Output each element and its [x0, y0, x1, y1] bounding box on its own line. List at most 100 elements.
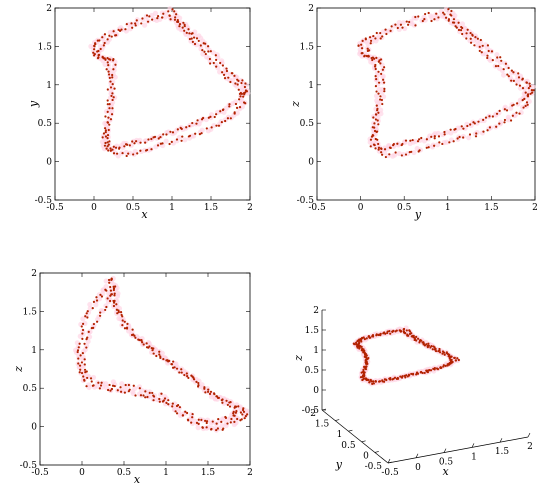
- data-point: [394, 23, 397, 26]
- data-point-glow: [128, 142, 134, 148]
- data-point: [437, 16, 440, 19]
- data-point: [140, 338, 143, 342]
- data-point: [110, 278, 113, 281]
- data-point: [160, 392, 163, 395]
- data-point: [523, 97, 526, 100]
- data-point: [355, 343, 358, 346]
- data-point: [375, 113, 378, 116]
- data-point: [430, 19, 433, 23]
- data-point: [123, 327, 127, 330]
- data-point: [106, 297, 109, 300]
- data-point: [357, 44, 360, 47]
- data-point: [142, 394, 145, 397]
- x-tick-label: 0: [415, 463, 421, 473]
- x-tick: [387, 458, 391, 464]
- data-point: [175, 412, 179, 415]
- data-point-glow: [421, 138, 428, 144]
- x-tick: [499, 438, 503, 443]
- x-tick: [527, 432, 531, 438]
- data-point: [167, 10, 170, 13]
- data-point: [108, 103, 111, 106]
- data-point: [444, 16, 448, 19]
- data-point: [109, 389, 112, 392]
- data-point: [156, 144, 160, 147]
- data-point: [141, 17, 144, 20]
- data-point: [201, 426, 204, 429]
- x-tick-label: 1.5: [204, 203, 219, 213]
- data-point: [87, 330, 90, 333]
- data-point: [216, 396, 220, 399]
- data-point: [124, 383, 127, 387]
- data-point: [191, 375, 194, 378]
- data-point-glow: [96, 292, 102, 298]
- data-point: [381, 102, 384, 106]
- data-point: [225, 67, 228, 70]
- data-point: [441, 350, 445, 353]
- data-point: [198, 132, 201, 136]
- data-point: [111, 73, 114, 77]
- data-point: [220, 399, 223, 402]
- data-point: [124, 143, 128, 146]
- data-point: [228, 405, 232, 408]
- data-point: [126, 322, 129, 326]
- data-point: [96, 320, 99, 323]
- data-point: [115, 152, 119, 155]
- data-point: [112, 285, 115, 288]
- data-point: [97, 54, 100, 57]
- data-point: [499, 56, 502, 59]
- data-point: [184, 410, 187, 413]
- data-point-glow: [99, 139, 106, 145]
- data-point: [142, 343, 145, 346]
- data-point: [200, 418, 203, 422]
- data-point: [406, 333, 409, 336]
- data-point-glow: [411, 149, 417, 156]
- data-point: [482, 118, 485, 122]
- data-point: [83, 342, 86, 345]
- data-point: [197, 418, 200, 421]
- data-point: [448, 141, 451, 144]
- data-point: [242, 410, 246, 413]
- data-point: [167, 403, 170, 406]
- data-point: [426, 344, 429, 348]
- data-point: [497, 64, 500, 68]
- data-point: [183, 29, 186, 32]
- data-point: [134, 336, 137, 339]
- y-tick-label: -0.5: [297, 196, 315, 206]
- data-point: [375, 334, 378, 337]
- data-point: [399, 375, 402, 378]
- data-point: [178, 23, 182, 26]
- data-point: [375, 56, 378, 59]
- data-point: [95, 296, 98, 299]
- data-point: [460, 125, 463, 128]
- panel-2: -0.5 0 0.5 1 1.5 2 -0.5 0 0.5 1 1.5 2 y z: [289, 4, 538, 221]
- data-point: [443, 353, 446, 356]
- data-point: [138, 338, 141, 342]
- data-point: [370, 56, 373, 60]
- data-point: [180, 127, 183, 131]
- data-point: [512, 79, 515, 82]
- data-point: [364, 38, 367, 41]
- data-point-glow: [391, 152, 398, 158]
- data-point: [222, 427, 225, 430]
- data-point: [170, 363, 174, 366]
- data-point: [209, 62, 212, 65]
- data-point: [239, 95, 242, 98]
- data-point: [241, 408, 245, 412]
- data-point: [486, 129, 489, 132]
- data-point: [383, 66, 386, 69]
- data-point: [440, 366, 443, 369]
- data-point: [510, 69, 513, 72]
- data-point-glow: [233, 99, 239, 105]
- data-point: [468, 133, 472, 136]
- data-point-glow: [132, 385, 138, 392]
- data-point: [185, 411, 189, 415]
- data-point: [410, 150, 413, 153]
- data-point: [188, 37, 191, 41]
- data-point: [170, 140, 173, 143]
- data-point: [498, 109, 501, 112]
- data-point: [376, 119, 379, 122]
- data-point-glow: [482, 42, 489, 48]
- data-point: [79, 354, 82, 357]
- data-point: [85, 312, 88, 315]
- data-point-glow: [103, 278, 109, 284]
